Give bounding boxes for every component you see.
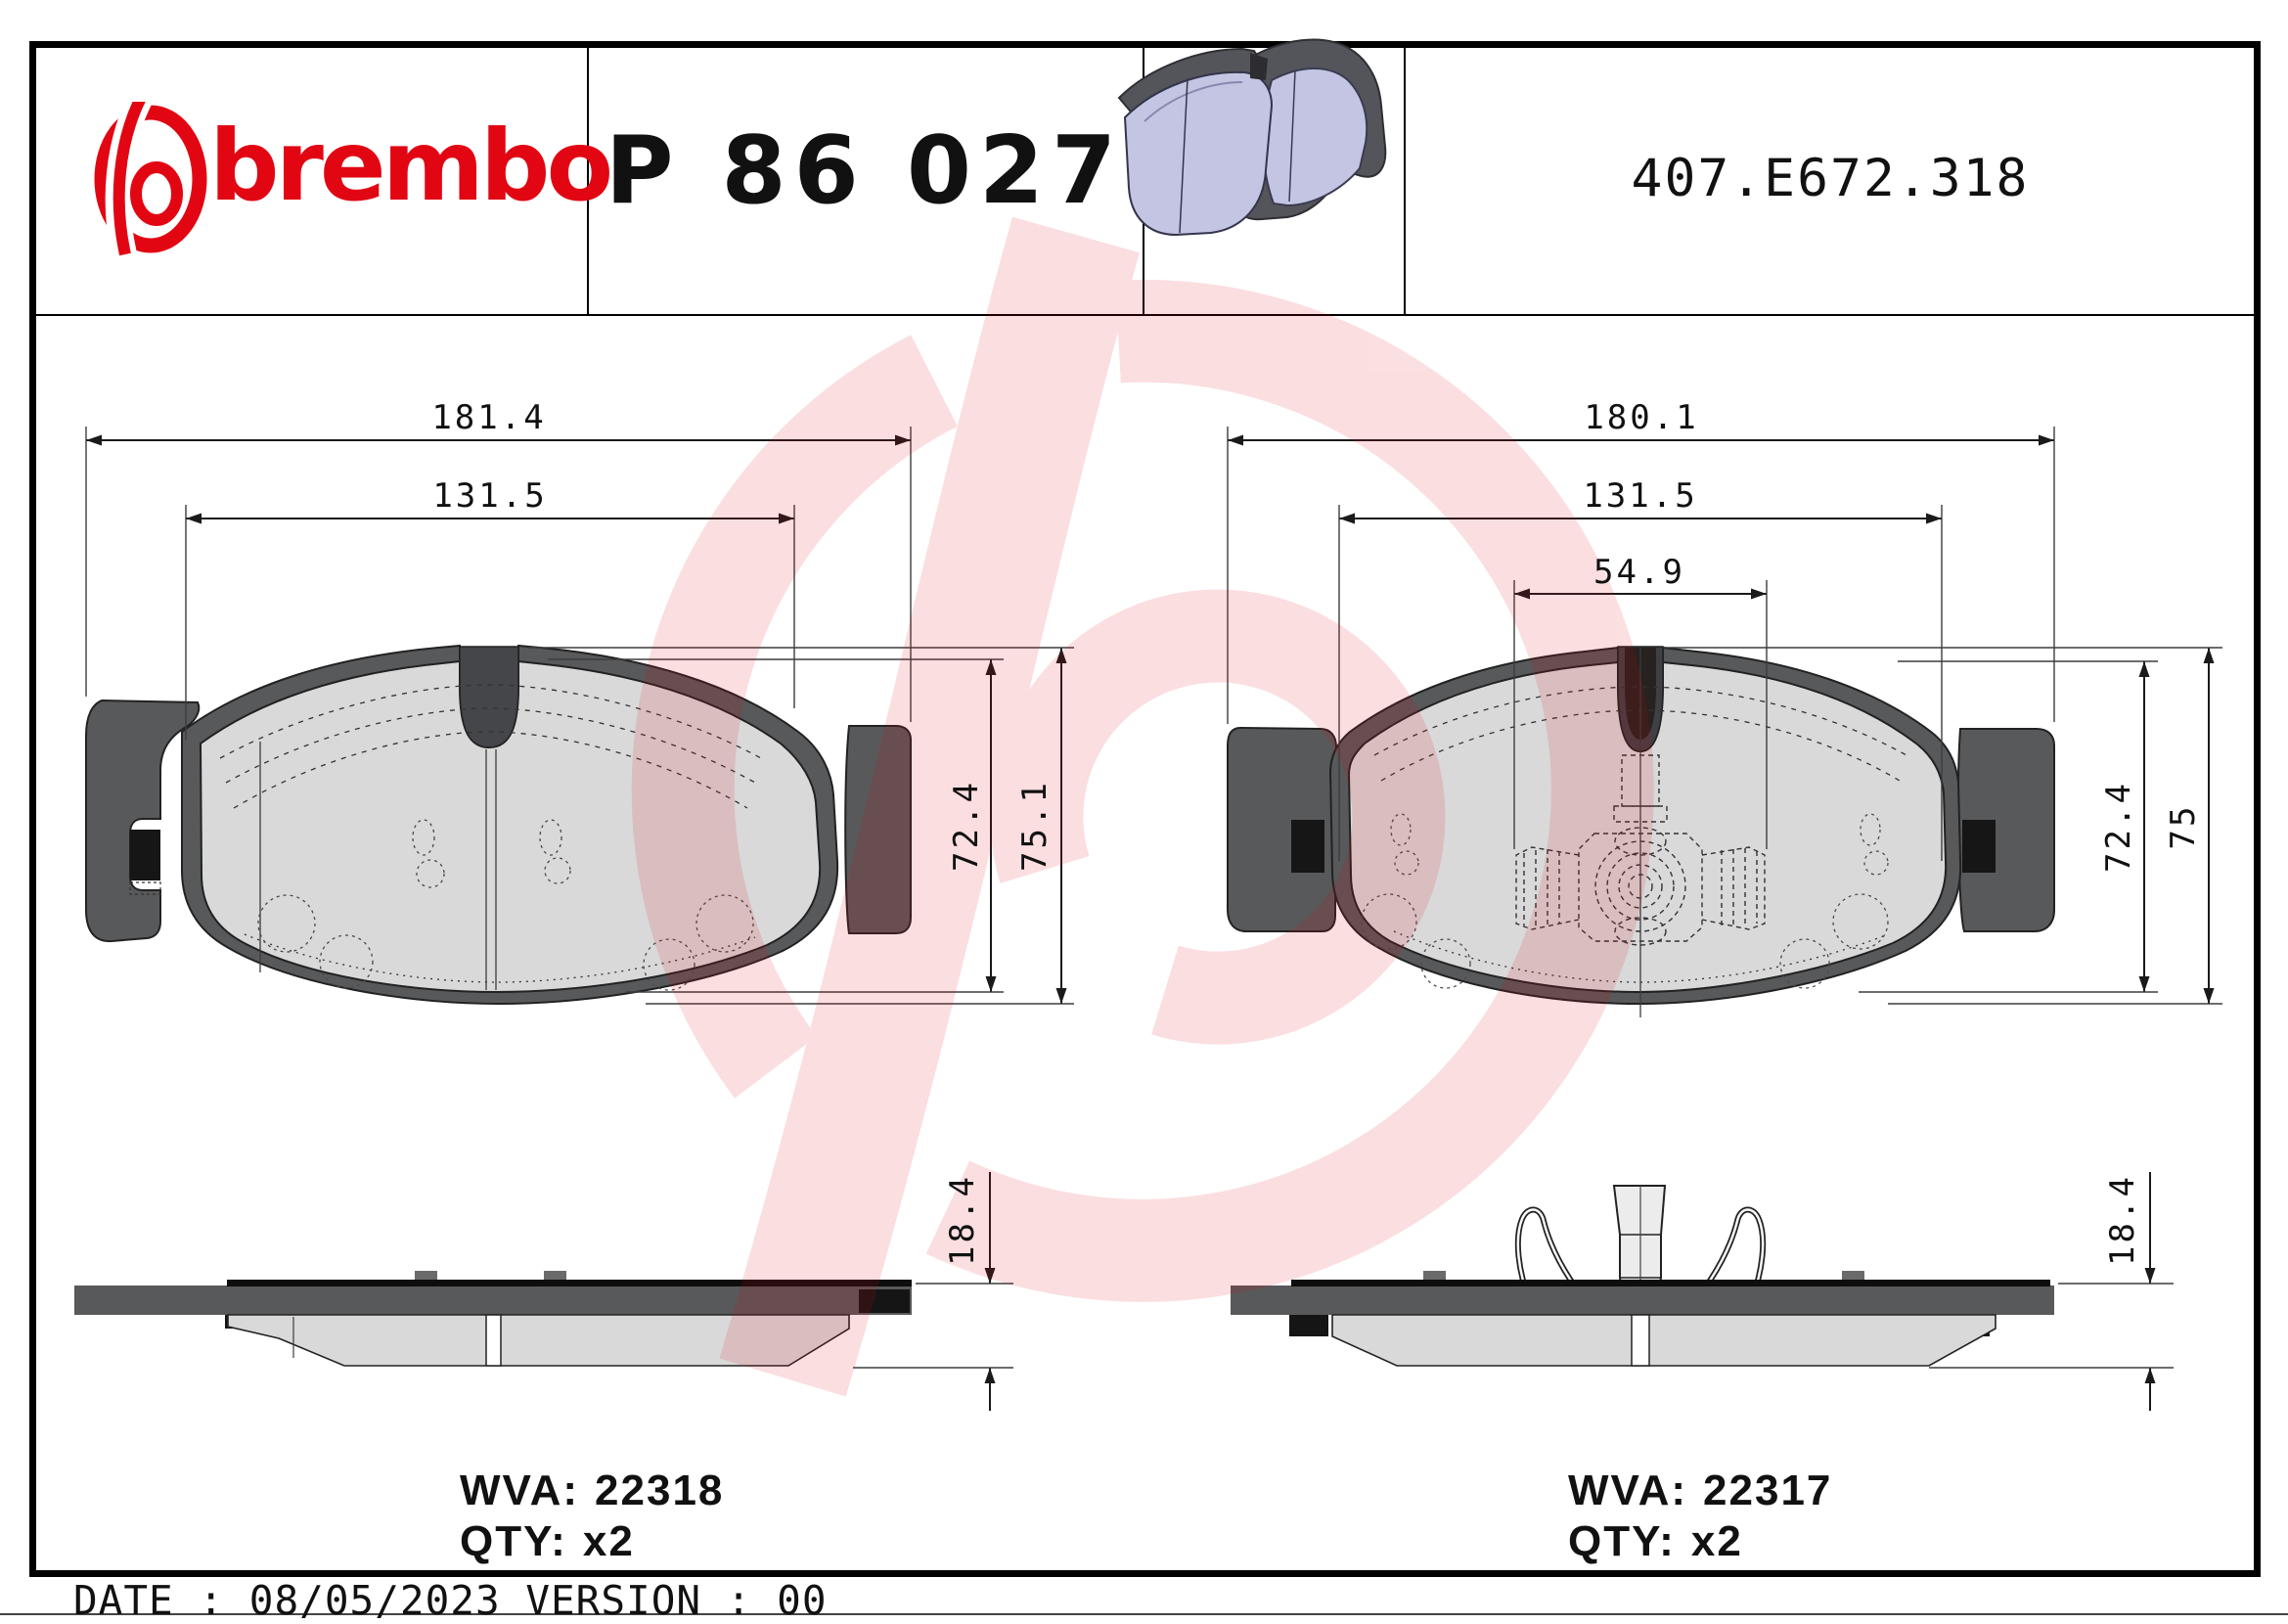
dim-left-thickness: 18.4 xyxy=(943,1174,982,1266)
header-divider-3 xyxy=(1404,48,1406,314)
left-qty-line: QTY: x2 xyxy=(460,1516,724,1567)
part-number: P 86 027 xyxy=(605,117,1125,225)
dim-left-pad-height: 72.4 xyxy=(947,780,986,872)
footer-rule xyxy=(0,1613,2288,1615)
brembo-logo-icon xyxy=(94,102,207,256)
right-pad-side-view xyxy=(1231,1185,2054,1367)
left-pad-side-view xyxy=(74,1271,912,1367)
page-border xyxy=(29,41,2261,1577)
right-pad-id-block: WVA: 22317 QTY: x2 xyxy=(1568,1466,1832,1567)
header-bottom-rule xyxy=(36,314,2254,316)
left-wva-value: 22318 xyxy=(595,1466,725,1514)
dim-right-pad-height: 72.4 xyxy=(2099,781,2138,873)
right-wva-line: WVA: 22317 xyxy=(1568,1466,1832,1516)
left-wva-line: WVA: 22318 xyxy=(460,1466,724,1516)
left-wva-label: WVA: xyxy=(460,1466,580,1514)
header-divider-1 xyxy=(587,48,589,314)
dim-right-pad-width: 131.5 xyxy=(1583,476,1698,516)
dim-right-sensor-width: 54.9 xyxy=(1593,553,1685,592)
brand-wordmark: brembo xyxy=(209,109,613,223)
right-wva-value: 22317 xyxy=(1703,1466,1833,1514)
brake-pads-3d-image xyxy=(1117,38,1387,237)
reference-number: 407.E672.318 xyxy=(1631,149,2030,208)
left-qty-value: x2 xyxy=(582,1517,635,1565)
right-qty-line: QTY: x2 xyxy=(1568,1516,1832,1567)
dim-left-total-height: 75.1 xyxy=(1015,780,1054,872)
right-pad-front-view xyxy=(1227,646,2055,1017)
right-qty-value: x2 xyxy=(1690,1517,1743,1565)
left-qty-label: QTY: xyxy=(460,1517,567,1565)
dim-left-pad-width: 131.5 xyxy=(432,476,548,516)
left-pad-id-block: WVA: 22318 QTY: x2 xyxy=(460,1466,724,1567)
dim-right-total-height: 75 xyxy=(2164,803,2203,850)
left-pad-front-view xyxy=(85,644,912,1006)
dim-right-thickness: 18.4 xyxy=(2103,1174,2142,1266)
right-wva-label: WVA: xyxy=(1568,1466,1688,1514)
dim-left-total-width: 181.4 xyxy=(431,398,547,437)
pad-3d-front xyxy=(1117,47,1274,237)
right-qty-label: QTY: xyxy=(1568,1517,1676,1565)
footer-date-version: DATE : 08/05/2023 VERSION : 00 xyxy=(73,1577,828,1624)
extension-lines xyxy=(85,427,2222,1369)
dim-right-total-width: 180.1 xyxy=(1584,398,1699,437)
